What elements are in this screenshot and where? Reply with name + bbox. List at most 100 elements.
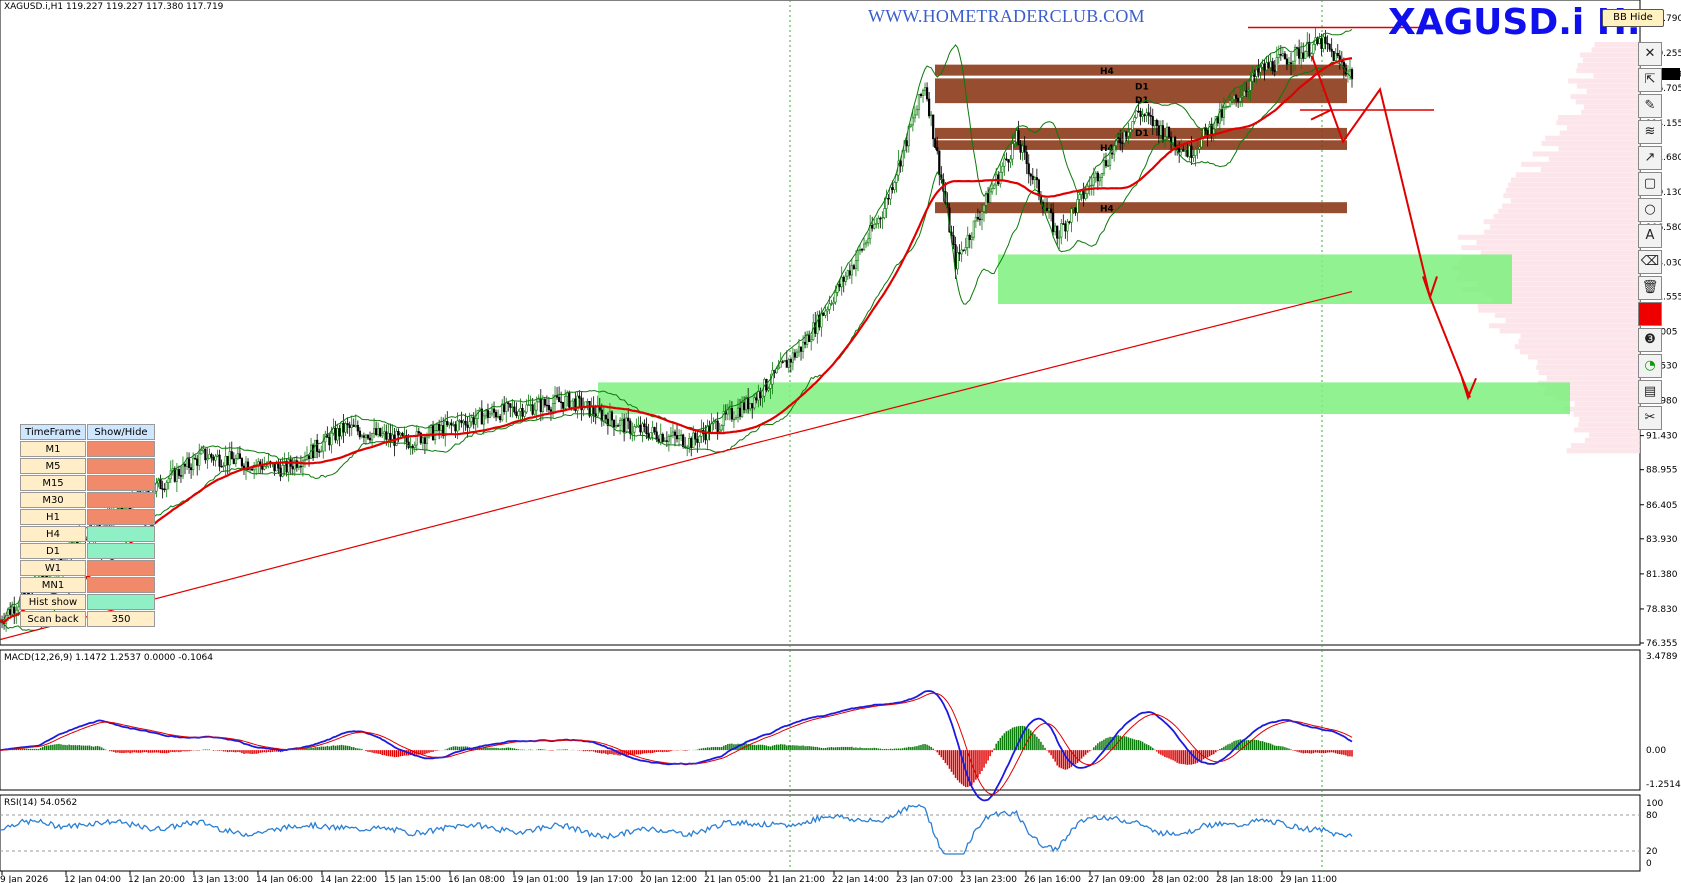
volume-profile-bar [1574, 412, 1640, 417]
candle-body [1262, 64, 1264, 67]
candle-body [991, 188, 993, 191]
candle-body [251, 469, 253, 470]
timeframe-toggle-m15[interactable] [87, 475, 155, 491]
timeframe-toggle-m30[interactable] [87, 492, 155, 508]
timeframe-toggle-mn1[interactable] [87, 577, 155, 593]
close-icon[interactable]: ✕ [1638, 42, 1662, 66]
candle-body [910, 125, 912, 127]
candle-body [692, 433, 694, 448]
eraser-icon[interactable]: ⌫ [1638, 250, 1662, 274]
volume-profile-bar [1493, 214, 1640, 219]
price-label: 81.380 [1646, 570, 1678, 580]
candle-body [573, 399, 575, 401]
volume-profile-bar [1585, 438, 1640, 443]
candle-body [213, 457, 215, 460]
candle-body [526, 405, 528, 412]
hist-show-label: Hist show [20, 594, 86, 610]
candle-body [1197, 149, 1199, 150]
candle-body [877, 218, 879, 223]
candle-body [1221, 109, 1223, 117]
trash-icon[interactable]: 🗑 [1638, 276, 1662, 300]
candle-body [768, 388, 770, 390]
clock-icon[interactable]: ◔ [1638, 354, 1662, 378]
scissors-icon[interactable]: ✂ [1638, 406, 1662, 430]
candle-body [796, 352, 798, 357]
candle-body [729, 408, 731, 410]
macd-scale-label: -1.2514 [1646, 780, 1681, 790]
candle-body [363, 436, 365, 438]
circle-icon[interactable]: ○ [1638, 198, 1662, 222]
candle-body [1109, 153, 1111, 166]
moving-average-slow [0, 292, 1352, 640]
timeframe-toggle-h4[interactable] [87, 526, 155, 542]
candle-body [1083, 191, 1085, 199]
save-icon[interactable]: ▤ [1638, 380, 1662, 404]
candle-body [176, 469, 178, 481]
candle-body [1225, 106, 1227, 107]
pencil-icon[interactable]: ✎ [1638, 94, 1662, 118]
time-label: 20 Jan 12:00 [640, 875, 697, 883]
timeframe-toggle-w1[interactable] [87, 560, 155, 576]
candle-body [570, 401, 572, 407]
candle-body [180, 476, 182, 477]
candle-body [485, 410, 487, 415]
cursor-icon[interactable]: ⇱ [1638, 68, 1662, 92]
candle-body [1270, 62, 1272, 68]
candle-body [459, 421, 461, 422]
timeframe-toggle-m5[interactable] [87, 458, 155, 474]
price-label: 83.930 [1646, 535, 1678, 545]
volume-profile-bar [1577, 63, 1640, 68]
timeframe-toggle-h1[interactable] [87, 509, 155, 525]
scan-back-input[interactable]: 350 [87, 611, 155, 627]
candle-body [749, 403, 751, 408]
candle-body [383, 432, 385, 434]
candle-body [1290, 63, 1292, 64]
arrow-icon[interactable]: ↗ [1638, 146, 1662, 170]
timeframe-toggle-d1[interactable] [87, 543, 155, 559]
volume-profile-bar [1519, 339, 1640, 344]
candle-body [1268, 63, 1270, 68]
macd-info: MACD(12,26,9) 1.1472 1.2537 0.0000 -0.10… [4, 653, 213, 663]
candle-body [416, 431, 418, 445]
number-three-icon[interactable]: ❸ [1638, 328, 1662, 352]
bb-hide-button[interactable]: BB Hide [1602, 9, 1664, 27]
rsi-line [0, 805, 1352, 854]
volume-profile-bar [1576, 99, 1640, 104]
candle-body [1099, 178, 1101, 181]
color-swatch-icon[interactable] [1638, 302, 1662, 326]
candle-body [936, 148, 938, 151]
wave-icon[interactable]: ≋ [1638, 120, 1662, 144]
candle-body [341, 423, 343, 436]
candle-body [455, 425, 457, 431]
volume-profile-bar [1505, 318, 1640, 323]
candle-body [507, 403, 509, 404]
candle-body [379, 428, 381, 436]
candle-body [806, 335, 808, 344]
hist-show-toggle[interactable] [87, 594, 155, 610]
candle-body [514, 407, 516, 412]
macd-scale-label: 3.4789 [1646, 652, 1678, 662]
volume-profile-bar [1568, 79, 1640, 84]
candle-body [786, 360, 788, 367]
candle-body [926, 88, 928, 99]
candle-body [1075, 208, 1077, 213]
candle-body [489, 414, 491, 418]
candle-body [312, 445, 314, 458]
candle-body [231, 452, 233, 459]
candle-body [1008, 160, 1010, 162]
candle-body [1103, 161, 1105, 174]
timeframe-name: H4 [20, 526, 86, 542]
candle-body [516, 412, 518, 416]
text-icon[interactable]: A [1638, 224, 1662, 248]
volume-profile-bar [1533, 151, 1640, 156]
candle-body [1302, 53, 1304, 59]
candle-body [316, 440, 318, 451]
timeframe-toggle-m1[interactable] [87, 441, 155, 457]
candle-body [802, 342, 804, 351]
candle-body [440, 426, 442, 431]
candle-body [1166, 127, 1168, 137]
candle-body [418, 431, 420, 433]
candle-body [1245, 91, 1247, 92]
rectangle-icon[interactable]: ▢ [1638, 172, 1662, 196]
